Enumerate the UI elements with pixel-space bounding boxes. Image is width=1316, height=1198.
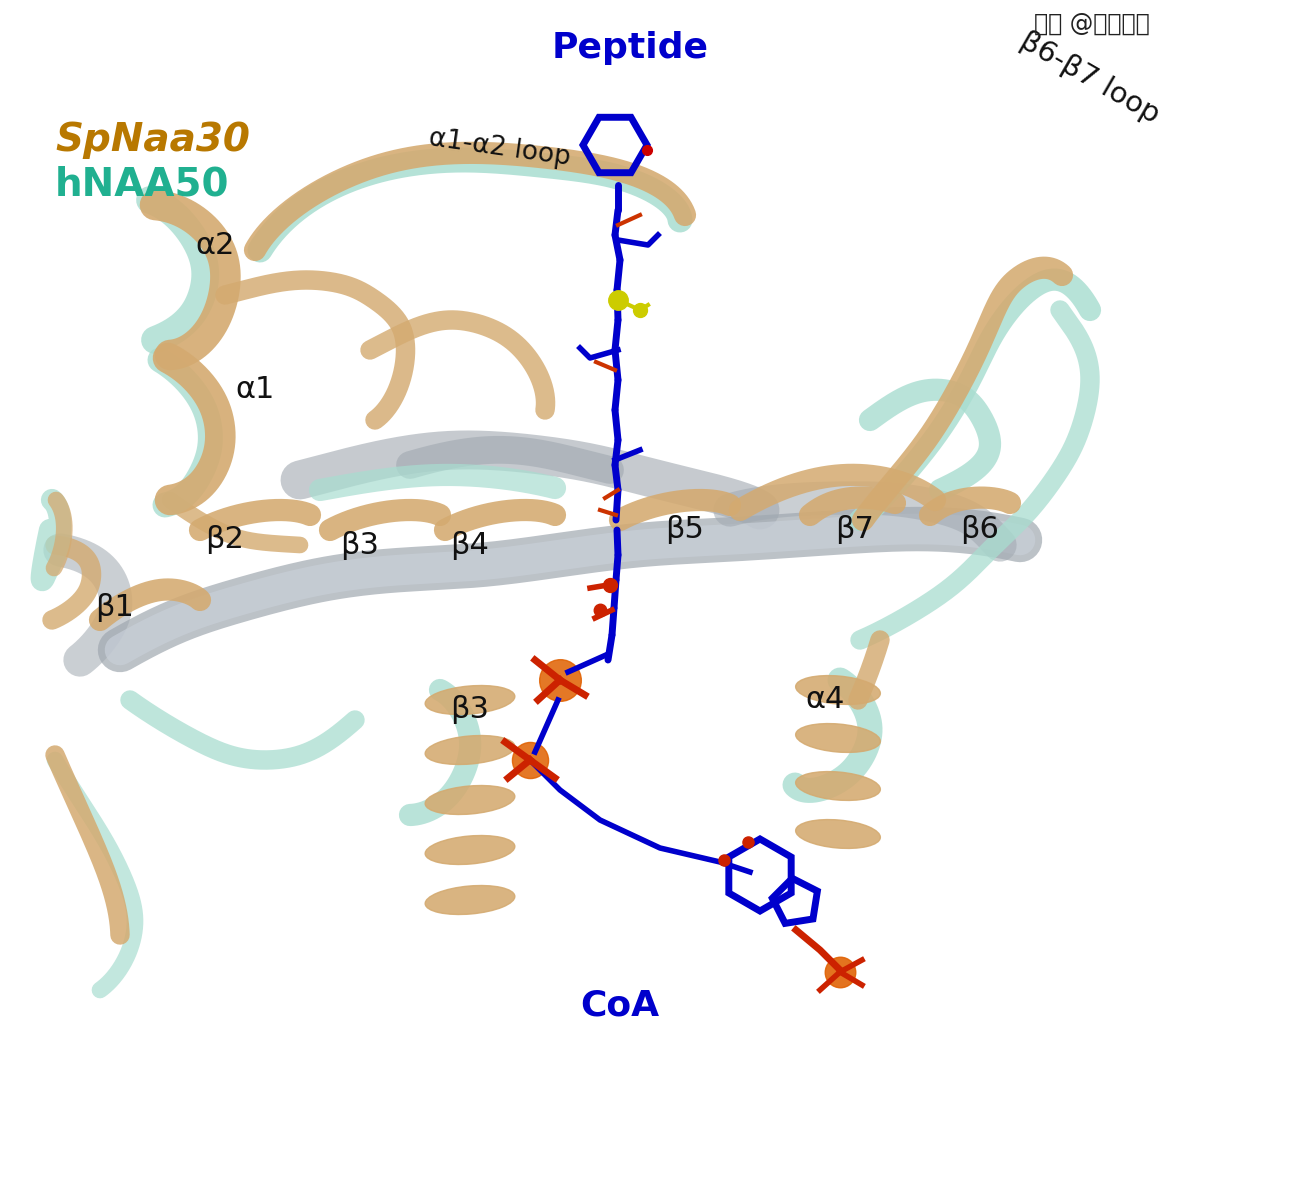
Text: β7: β7 — [836, 515, 874, 545]
Text: β1: β1 — [96, 593, 134, 623]
Ellipse shape — [425, 786, 515, 815]
Text: β2: β2 — [205, 526, 245, 555]
Text: SpNaa30: SpNaa30 — [55, 121, 250, 159]
Ellipse shape — [425, 835, 515, 865]
Text: α4: α4 — [805, 685, 845, 714]
Ellipse shape — [796, 819, 880, 848]
Ellipse shape — [425, 885, 515, 914]
Text: β5: β5 — [666, 515, 704, 545]
Ellipse shape — [425, 736, 515, 764]
Text: α1-α2 loop: α1-α2 loop — [428, 125, 572, 171]
Ellipse shape — [796, 676, 880, 704]
Text: β3: β3 — [450, 696, 490, 725]
Text: CoA: CoA — [580, 988, 659, 1022]
Text: 头条 @九霄叙史: 头条 @九霄叙史 — [1034, 12, 1150, 36]
Text: β6-β7 loop: β6-β7 loop — [1016, 26, 1165, 129]
Text: α1: α1 — [236, 375, 275, 405]
Text: Peptide: Peptide — [551, 31, 708, 65]
Text: α2: α2 — [195, 230, 234, 260]
Text: β6: β6 — [961, 515, 999, 545]
Text: hNAA50: hNAA50 — [55, 167, 229, 204]
Ellipse shape — [425, 685, 515, 714]
Text: β3: β3 — [341, 531, 379, 559]
Text: β4: β4 — [450, 531, 490, 559]
Ellipse shape — [796, 772, 880, 800]
Ellipse shape — [796, 724, 880, 752]
